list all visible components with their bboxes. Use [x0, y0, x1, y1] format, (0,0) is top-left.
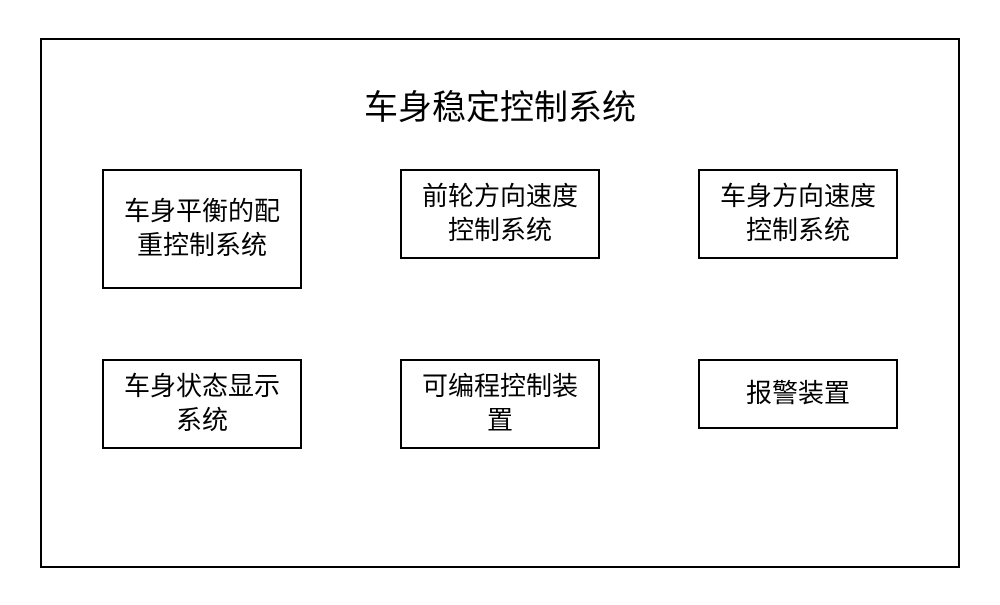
diagram-container: 车身稳定控制系统 车身平衡的配重控制系统 前轮方向速度控制系统 车身方向速度控制… — [40, 38, 960, 568]
box-programmable-control: 可编程控制装置 — [400, 359, 600, 449]
box-label: 车身平衡的配重控制系统 — [118, 195, 286, 263]
row-2: 车身状态显示系统 可编程控制装置 报警装置 — [102, 359, 898, 449]
box-label: 报警装置 — [746, 377, 850, 411]
box-body-direction-speed-control: 车身方向速度控制系统 — [698, 169, 898, 259]
box-body-status-display: 车身状态显示系统 — [102, 359, 302, 449]
box-alarm-device: 报警装置 — [698, 359, 898, 429]
row-1: 车身平衡的配重控制系统 前轮方向速度控制系统 车身方向速度控制系统 — [102, 169, 898, 289]
box-label: 车身方向速度控制系统 — [714, 180, 882, 248]
box-label: 车身状态显示系统 — [118, 370, 286, 438]
box-balance-weight-control: 车身平衡的配重控制系统 — [102, 169, 302, 289]
box-front-wheel-speed-control: 前轮方向速度控制系统 — [400, 169, 600, 259]
diagram-title: 车身稳定控制系统 — [364, 80, 636, 129]
box-label: 可编程控制装置 — [416, 370, 584, 438]
box-label: 前轮方向速度控制系统 — [416, 180, 584, 248]
